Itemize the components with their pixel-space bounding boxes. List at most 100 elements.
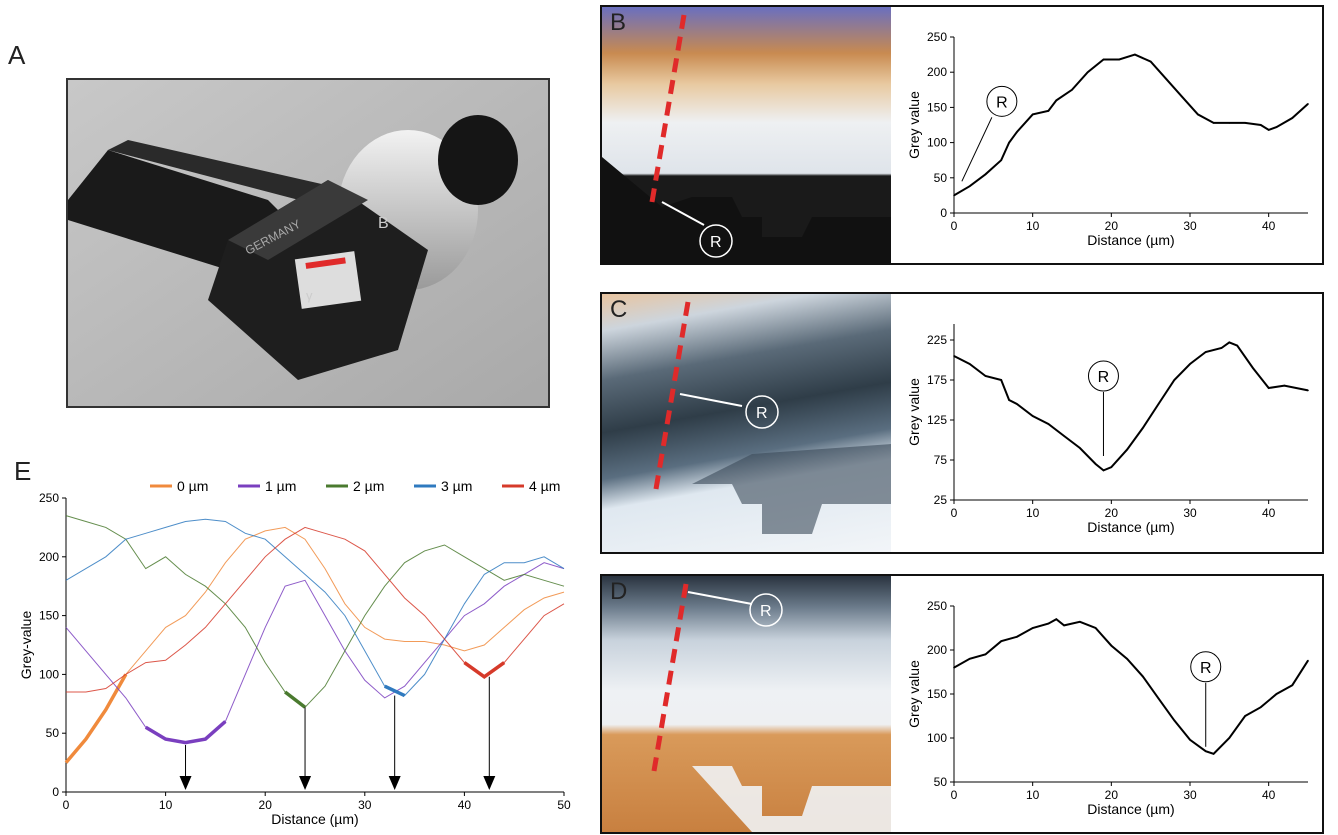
data-point-d: [1212, 753, 1215, 755]
panel-b: R B 0 50 100 150 200 250 0 10 20 30 40 Distance (µm…: [600, 5, 1324, 265]
data-point-c: [1173, 379, 1176, 381]
data-point-b: [1102, 58, 1105, 61]
marker-arrow-c: [679, 393, 743, 407]
marker-arrow-b: [661, 201, 705, 226]
device-gamma-text: γ: [306, 288, 313, 303]
data-point-c: [1110, 466, 1113, 468]
data-point-d: [968, 658, 971, 660]
micrograph-b-overlay: R: [602, 14, 891, 263]
annotation-label-d: R: [1200, 660, 1212, 677]
x-tick-label-e: 0: [63, 798, 70, 812]
marker-arrow-d: [687, 591, 753, 605]
legend-label-2: 2 µm: [353, 478, 384, 494]
x-axis-label-c: Distance (µm): [1087, 519, 1174, 535]
x-tick-label-b: 40: [1262, 219, 1276, 233]
data-point-d: [1000, 640, 1002, 642]
x-tick-label-b: 30: [1183, 219, 1197, 233]
x-tick-label-c: 0: [951, 506, 958, 520]
min-arrow-head-3: [483, 776, 496, 790]
y-tick-label-c: 25: [934, 493, 948, 507]
data-point-d: [1291, 684, 1294, 686]
device-mark-text: B: [378, 215, 389, 232]
data-point-b: [1212, 122, 1215, 124]
y-tick-label-b: 150: [927, 100, 947, 114]
panel-label-a: A: [8, 40, 26, 70]
data-point-c: [968, 363, 971, 365]
data-point-c: [1000, 379, 1002, 381]
data-point-c: [1228, 341, 1231, 344]
y-tick-label-d: 100: [927, 731, 947, 745]
data-point-b: [1228, 122, 1231, 124]
data-point-b: [1291, 117, 1294, 119]
x-tick-label-e: 30: [358, 798, 372, 812]
photo-micrometer-device: GERMANY B γ: [66, 78, 550, 408]
x-tick-label-c: 10: [1026, 506, 1040, 520]
series-line-e-2: [65, 515, 565, 708]
data-point-c: [1047, 423, 1050, 425]
data-point-d: [1142, 675, 1144, 678]
data-point-b: [1118, 58, 1120, 61]
panel-label-c: C: [610, 296, 628, 323]
data-point-d: [1031, 627, 1034, 629]
x-tick-label-b: 20: [1105, 219, 1119, 233]
data-point-c: [1267, 387, 1270, 389]
data-point-d: [1260, 706, 1262, 708]
annotation-arrow-b: [961, 117, 993, 182]
y-axis-label-d: Grey value: [906, 660, 922, 728]
y-tick-label-e: 200: [39, 550, 59, 564]
data-point-b: [953, 194, 955, 197]
x-tick-label-e: 40: [458, 798, 472, 812]
y-tick-label-c: 75: [934, 453, 948, 467]
data-point-b: [968, 185, 971, 188]
panel-c: R C 25 75 125 175 225 0 10 20 30 40 Distance (µm) G…: [600, 292, 1324, 554]
data-point-b: [1267, 129, 1270, 131]
data-point-b: [1149, 60, 1152, 63]
series-focus-e-0: [64, 673, 128, 764]
micrograph-d: R: [602, 576, 891, 832]
data-point-b: [1260, 124, 1262, 126]
chart-e: 0 50 100 150 200 250 0 10 20 30 40 50 Distance (µm) G…: [18, 478, 571, 827]
data-point-c: [953, 355, 955, 357]
data-point-d: [1189, 738, 1191, 741]
data-point-b: [1047, 110, 1050, 112]
data-point-d: [1157, 697, 1160, 700]
annotation-circle-d: [1190, 651, 1222, 683]
x-tick-label-e: 10: [159, 798, 173, 812]
min-arrow-head-2: [388, 776, 401, 790]
series-focus-e-4: [463, 661, 506, 679]
x-tick-label-d: 0: [951, 788, 958, 802]
data-point-d: [1047, 622, 1050, 625]
micrometer-illustration: GERMANY B γ: [68, 80, 548, 406]
data-point-c: [1252, 367, 1254, 369]
marker-circle-d: [749, 593, 783, 627]
y-tick-label-e: 0: [52, 785, 59, 799]
y-tick-label-d: 250: [927, 599, 947, 613]
panel-label-e: E: [14, 456, 32, 486]
data-point-b: [1031, 113, 1034, 116]
y-tick-label-e: 100: [39, 667, 59, 681]
micrograph-c-overlay: R: [653, 301, 891, 534]
data-point-b: [1000, 159, 1002, 161]
legend-label-4: 4 µm: [529, 478, 560, 494]
x-tick-label-b: 10: [1026, 219, 1040, 233]
y-tick-label-e: 250: [39, 491, 59, 505]
data-point-b: [1275, 126, 1278, 128]
y-tick-label-b: 0: [940, 206, 947, 220]
y-tick-label-d: 150: [927, 687, 947, 701]
data-point-c: [1079, 447, 1081, 449]
marker-label-c: R: [756, 405, 768, 422]
min-arrow-head-0: [179, 776, 192, 790]
y-axis-label-b: Grey value: [906, 91, 922, 159]
x-axis-label-d: Distance (µm): [1087, 801, 1174, 817]
marker-circle-b: [699, 224, 733, 258]
marker-label-b: R: [710, 234, 722, 251]
data-point-b: [1165, 78, 1168, 81]
panel-label-b: B: [610, 9, 627, 36]
x-tick-label-d: 20: [1105, 788, 1119, 802]
y-axis-label-c: Grey value: [906, 378, 922, 446]
micrograph-b: R: [602, 7, 891, 263]
data-point-b: [1197, 113, 1199, 116]
data-point-d: [1204, 750, 1207, 752]
data-point-d: [1244, 715, 1246, 717]
annotation-label-b: R: [996, 94, 1008, 111]
